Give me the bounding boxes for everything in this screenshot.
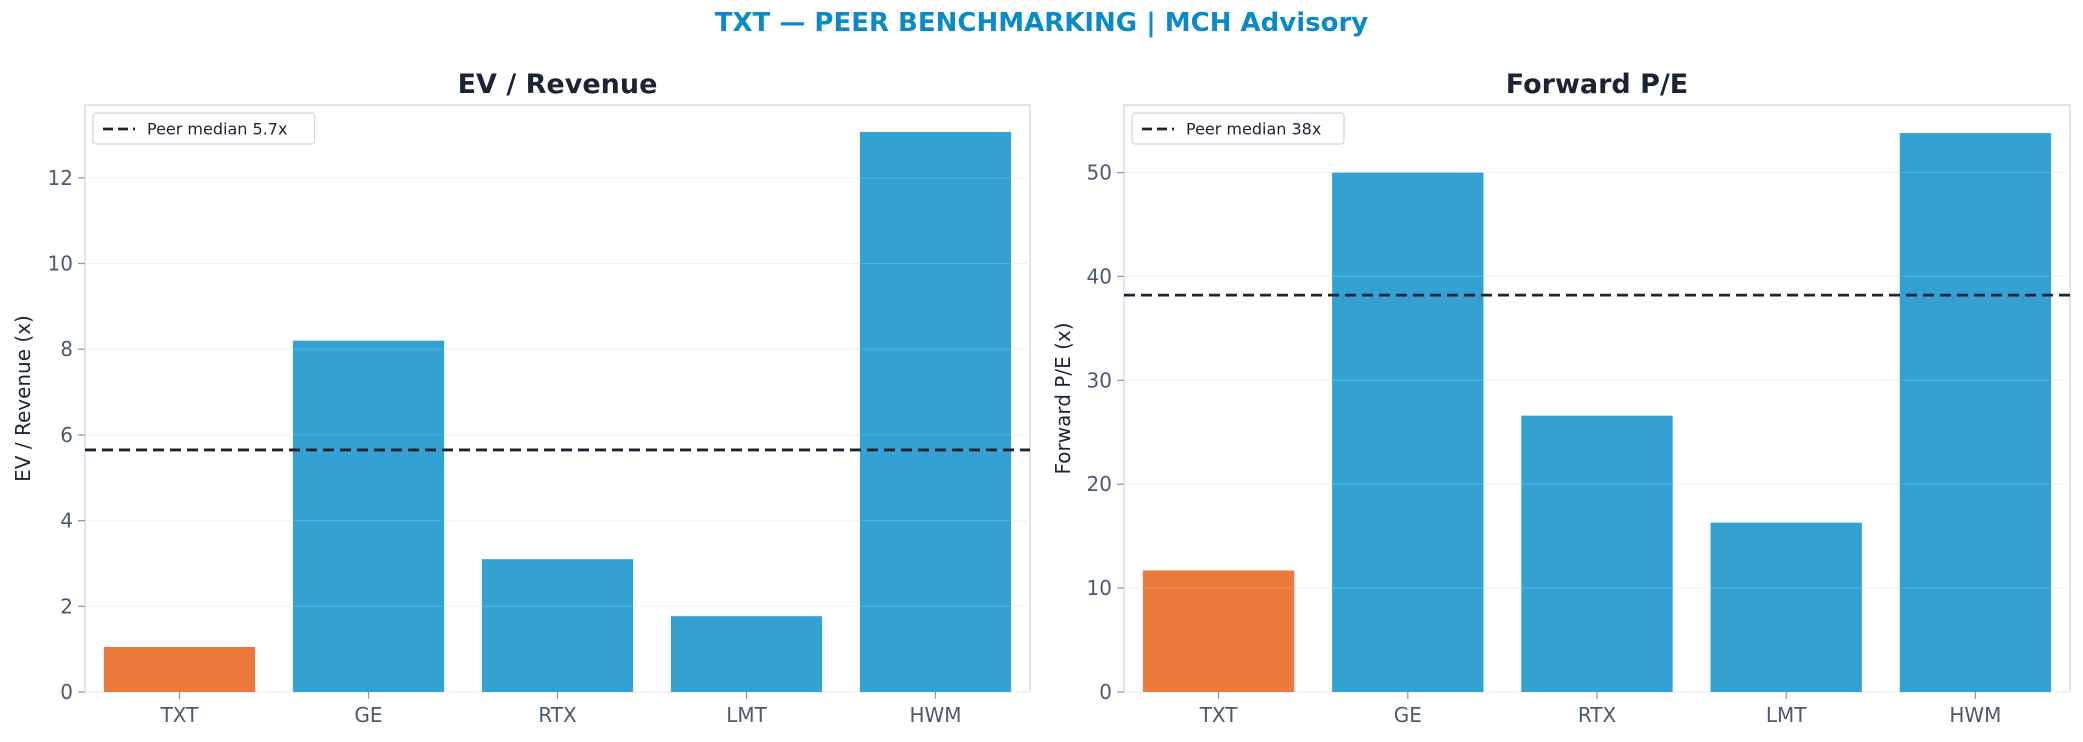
legend: Peer median 38x: [1131, 112, 1345, 145]
x-tick-label-rtx: RTX: [1578, 703, 1617, 727]
x-tick-label-hwm: HWM: [1949, 703, 2001, 727]
x-tick-label-rtx: RTX: [538, 703, 577, 727]
y-tick-label: 12: [48, 166, 73, 190]
y-tick-label: 10: [48, 252, 73, 276]
figure-title: TXT — PEER BENCHMARKING | MCH Advisory: [714, 8, 1369, 38]
y-tick-label: 6: [60, 423, 73, 447]
bar-rtx: [481, 559, 634, 692]
bar-ge: [292, 340, 445, 692]
panel-title: Forward P/E: [1506, 69, 1689, 100]
x-tick-label-hwm: HWM: [909, 703, 961, 727]
bar-hwm: [1899, 133, 2052, 692]
bar-txt: [103, 647, 256, 692]
y-tick-label: 2: [60, 594, 73, 618]
x-tick-label-txt: TXT: [1199, 703, 1239, 727]
y-tick-label: 30: [1087, 368, 1112, 392]
panel-title: EV / Revenue: [458, 69, 658, 100]
legend-box: [92, 112, 316, 145]
bar-ge: [1332, 172, 1484, 692]
y-axis-title: EV / Revenue (x): [11, 315, 35, 482]
y-tick-label: 40: [1087, 264, 1112, 288]
panel-ev-revenue: 0 2 4 6 8 10 12 TXT GE RTX LMT HWM Peer median 5.7x E…: [11, 69, 1031, 727]
legend: Peer median 5.7x: [92, 112, 316, 145]
x-tick-label-lmt: LMT: [726, 703, 767, 727]
x-tick-label-txt: TXT: [160, 703, 200, 727]
y-axis-title: Forward P/E (x): [1051, 322, 1075, 474]
y-tick-label: 10: [1087, 576, 1112, 600]
x-tick-label-lmt: LMT: [1766, 703, 1807, 727]
y-tick-label: 8: [60, 337, 73, 361]
legend-label: Peer median 38x: [1186, 120, 1321, 139]
y-tick-label: 50: [1087, 161, 1112, 185]
x-tick-label-ge: GE: [354, 703, 382, 727]
y-tick-label: 20: [1087, 472, 1112, 496]
y-tick-label: 4: [60, 509, 73, 533]
bar-txt: [1142, 570, 1295, 692]
bar-lmt: [1710, 522, 1862, 692]
bar-lmt: [670, 616, 823, 692]
legend-label: Peer median 5.7x: [147, 120, 287, 139]
legend-box: [1131, 112, 1345, 145]
panel-forward-pe: 0 10 20 30 40 50 TXT GE RTX LMT HWM Peer median 38x…: [1051, 69, 2071, 727]
bar-rtx: [1521, 415, 1673, 692]
y-tick-label: 0: [60, 680, 73, 704]
x-tick-label-ge: GE: [1394, 703, 1422, 727]
y-tick-label: 0: [1099, 680, 1112, 704]
bar-hwm: [859, 131, 1012, 693]
